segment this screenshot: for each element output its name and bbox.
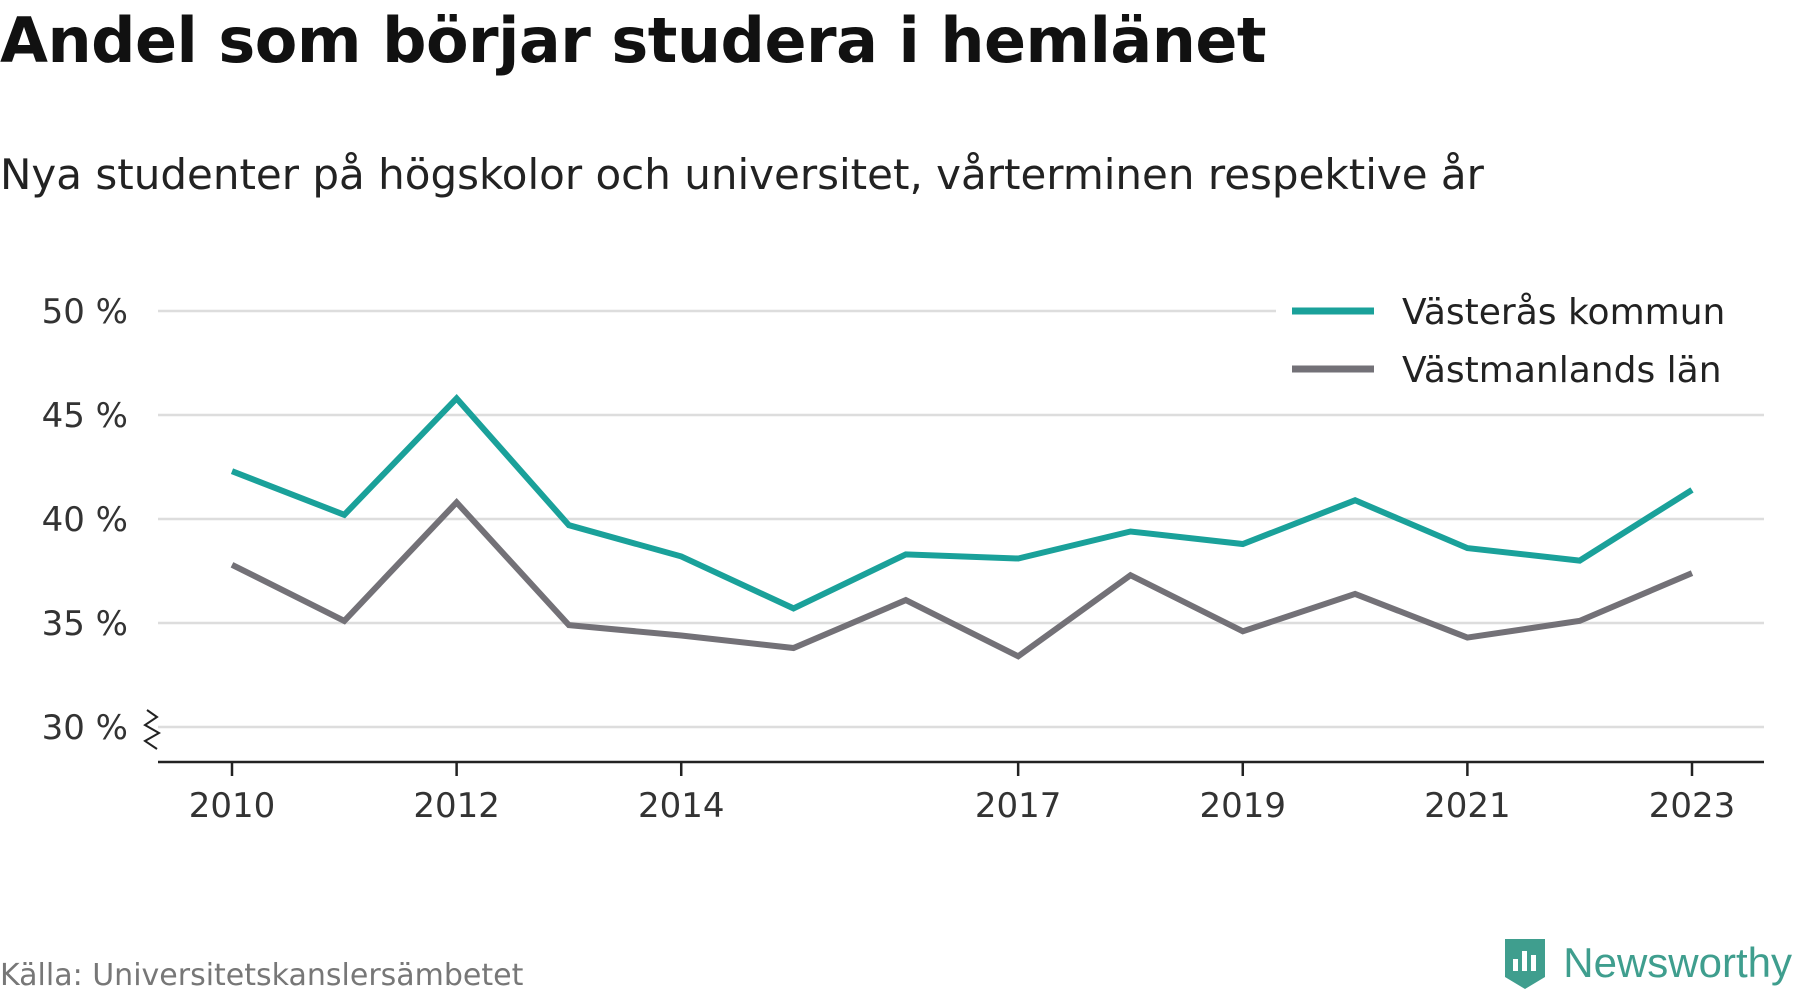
axis-break-mark [143, 709, 162, 750]
legend-label: Västmanlands län [1402, 350, 1722, 391]
y-tick-label: 40 % [42, 500, 128, 540]
legend-background [1276, 285, 1776, 409]
x-tick-label: 2021 [1424, 786, 1511, 826]
legend: Västerås kommun Västmanlands län [1276, 285, 1776, 409]
x-tick-label: 2010 [189, 786, 276, 826]
source-note: Källa: Universitetskanslersämbetet [0, 958, 524, 993]
x-tick-label: 2012 [413, 786, 500, 826]
legend-label: Västerås kommun [1402, 292, 1725, 333]
chart-subtitle: Nya studenter på högskolor och universit… [0, 150, 1484, 199]
x-tick-label: 2023 [1649, 786, 1736, 826]
chart-title: Andel som börjar studera i hemlänet [0, 4, 1267, 77]
y-axis-ticks: 30 % 35 % 40 % 45 % 50 % [42, 292, 162, 750]
x-tick-label: 2019 [1200, 786, 1287, 826]
y-tick-label: 30 % [42, 708, 128, 748]
y-tick-label: 45 % [42, 396, 128, 436]
x-axis: 2010 2012 2014 2017 2019 2021 2023 [158, 760, 1764, 826]
newsworthy-logo-icon [1505, 939, 1546, 989]
y-tick-label: 50 % [42, 292, 128, 332]
brand-name: Newsworthy [1563, 939, 1792, 986]
series-line [230, 393, 1694, 612]
series-lines [230, 393, 1694, 660]
x-tick-label: 2014 [638, 786, 725, 826]
x-tick-label: 2017 [975, 786, 1062, 826]
y-tick-label: 35 % [42, 604, 128, 644]
series-line [230, 497, 1694, 660]
brand-logo: Newsworthy [1501, 935, 1792, 991]
